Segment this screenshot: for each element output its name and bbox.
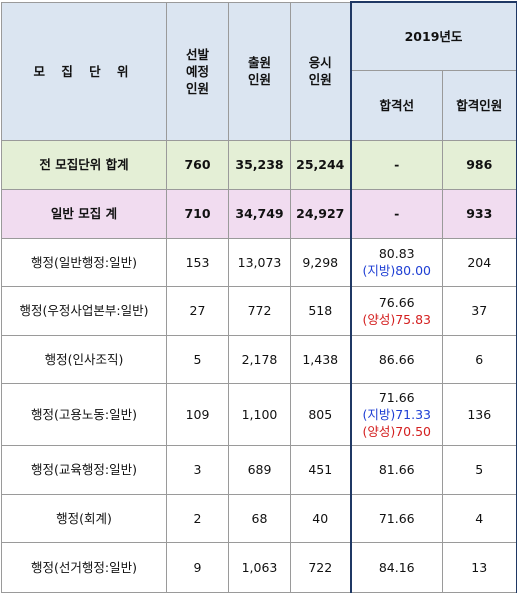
cutline-gender: (양성)70.50 xyxy=(362,423,432,439)
total-selection: 760 xyxy=(166,139,229,190)
row-cutline: 80.83 (지방)80.00 xyxy=(349,237,443,287)
row-taken: 1,438 xyxy=(290,334,351,384)
row-passed: 5 xyxy=(441,444,517,495)
table-row: 행정(회계) 2 68 40 71.66 4 xyxy=(1,493,517,543)
row-applied: 689 xyxy=(228,444,291,495)
table-row: 행정(교육행정:일반) 3 689 451 81.66 5 xyxy=(1,444,517,495)
header-selection-line2: 예정 xyxy=(185,63,209,79)
row-passed: 136 xyxy=(441,382,517,446)
row-unit: 행정(선거행정:일반) xyxy=(1,541,167,593)
header-applied-line2: 인원 xyxy=(247,72,271,87)
table-row-general: 일반 모집 계 710 34,749 24,927 - 933 xyxy=(1,188,517,239)
table-row: 행정(고용노동:일반) 109 1,100 805 71.66 (지방)71.3… xyxy=(1,382,517,446)
header-taken-line2: 인원 xyxy=(308,72,332,87)
row-cutline: 76.66 (양성)75.83 xyxy=(349,285,443,336)
row-passed: 4 xyxy=(441,493,517,543)
table-row: 행정(우정사업본부:일반) 27 772 518 76.66 (양성)75.83… xyxy=(1,285,517,336)
row-applied: 13,073 xyxy=(228,237,291,287)
cutline-main: 71.66 xyxy=(378,389,415,405)
row-selection: 153 xyxy=(166,237,229,287)
row-unit: 행정(교육행정:일반) xyxy=(1,444,167,495)
row-applied: 1,100 xyxy=(228,382,291,446)
row-passed: 37 xyxy=(441,285,517,336)
header-selection-line1: 선발 xyxy=(185,46,209,62)
row-unit: 행정(고용노동:일반) xyxy=(1,382,167,446)
total-applied: 35,238 xyxy=(228,139,291,190)
row-unit: 행정(일반행정:일반) xyxy=(1,237,167,287)
row-selection: 2 xyxy=(166,493,229,543)
row-cutline: 81.66 xyxy=(349,444,443,495)
row-passed: 13 xyxy=(441,541,517,593)
header-cutline: 합격선 xyxy=(349,69,443,141)
row-applied: 772 xyxy=(228,285,291,336)
header-selection-line3: 인원 xyxy=(185,80,209,96)
row-taken: 40 xyxy=(290,493,351,543)
header-applied-count: 출원 인원 xyxy=(228,1,291,141)
row-cutline: 71.66 xyxy=(349,493,443,543)
header-passed: 합격인원 xyxy=(441,69,517,141)
total-passed: 986 xyxy=(441,139,517,190)
total-label: 전 모집단위 합계 xyxy=(1,139,167,190)
table-row-total: 전 모집단위 합계 760 35,238 25,244 - 986 xyxy=(1,139,517,190)
row-cutline: 84.16 xyxy=(349,541,443,593)
header-selection-count: 선발 예정 인원 xyxy=(166,1,229,141)
header-applied-line1: 출원 xyxy=(247,55,271,70)
total-taken: 25,244 xyxy=(290,139,351,190)
row-unit: 행정(인사조직) xyxy=(1,334,167,384)
row-taken: 805 xyxy=(290,382,351,446)
row-selection: 5 xyxy=(166,334,229,384)
row-taken: 518 xyxy=(290,285,351,336)
row-cutline: 86.66 xyxy=(349,334,443,384)
general-selection: 710 xyxy=(166,188,229,239)
general-applied: 34,749 xyxy=(228,188,291,239)
row-cutline: 71.66 (지방)71.33 (양성)70.50 xyxy=(349,382,443,446)
row-selection: 109 xyxy=(166,382,229,446)
header-taken-count: 응시 인원 xyxy=(290,1,351,141)
header-taken-line1: 응시 xyxy=(308,55,332,70)
cutline-main: 76.66 xyxy=(378,294,415,310)
row-unit: 행정(우정사업본부:일반) xyxy=(1,285,167,336)
general-label: 일반 모집 계 xyxy=(1,188,167,239)
total-cutline: - xyxy=(349,139,443,190)
row-unit: 행정(회계) xyxy=(1,493,167,543)
row-applied: 2,178 xyxy=(228,334,291,384)
cutline-region: (지방)80.00 xyxy=(362,263,432,278)
row-selection: 9 xyxy=(166,541,229,593)
general-cutline: - xyxy=(349,188,443,239)
row-taken: 451 xyxy=(290,444,351,495)
header-recruitment-unit: 모 집 단 위 xyxy=(1,1,167,141)
row-passed: 6 xyxy=(441,334,517,384)
table-row: 행정(인사조직) 5 2,178 1,438 86.66 6 xyxy=(1,334,517,384)
row-taken: 722 xyxy=(290,541,351,593)
cutline-main: 80.83 xyxy=(378,246,415,261)
row-taken: 9,298 xyxy=(290,237,351,287)
row-applied: 1,063 xyxy=(228,541,291,593)
header-year: 2019년도 xyxy=(349,1,517,71)
general-taken: 24,927 xyxy=(290,188,351,239)
table-row: 행정(선거행정:일반) 9 1,063 722 84.16 13 xyxy=(1,541,517,593)
table-row: 행정(일반행정:일반) 153 13,073 9,298 80.83 (지방)8… xyxy=(1,237,517,287)
general-passed: 933 xyxy=(441,188,517,239)
cutline-gender: (양성)75.83 xyxy=(362,311,432,327)
row-applied: 68 xyxy=(228,493,291,543)
row-passed: 204 xyxy=(441,237,517,287)
cutline-region: (지방)71.33 xyxy=(362,406,432,422)
row-selection: 3 xyxy=(166,444,229,495)
row-selection: 27 xyxy=(166,285,229,336)
